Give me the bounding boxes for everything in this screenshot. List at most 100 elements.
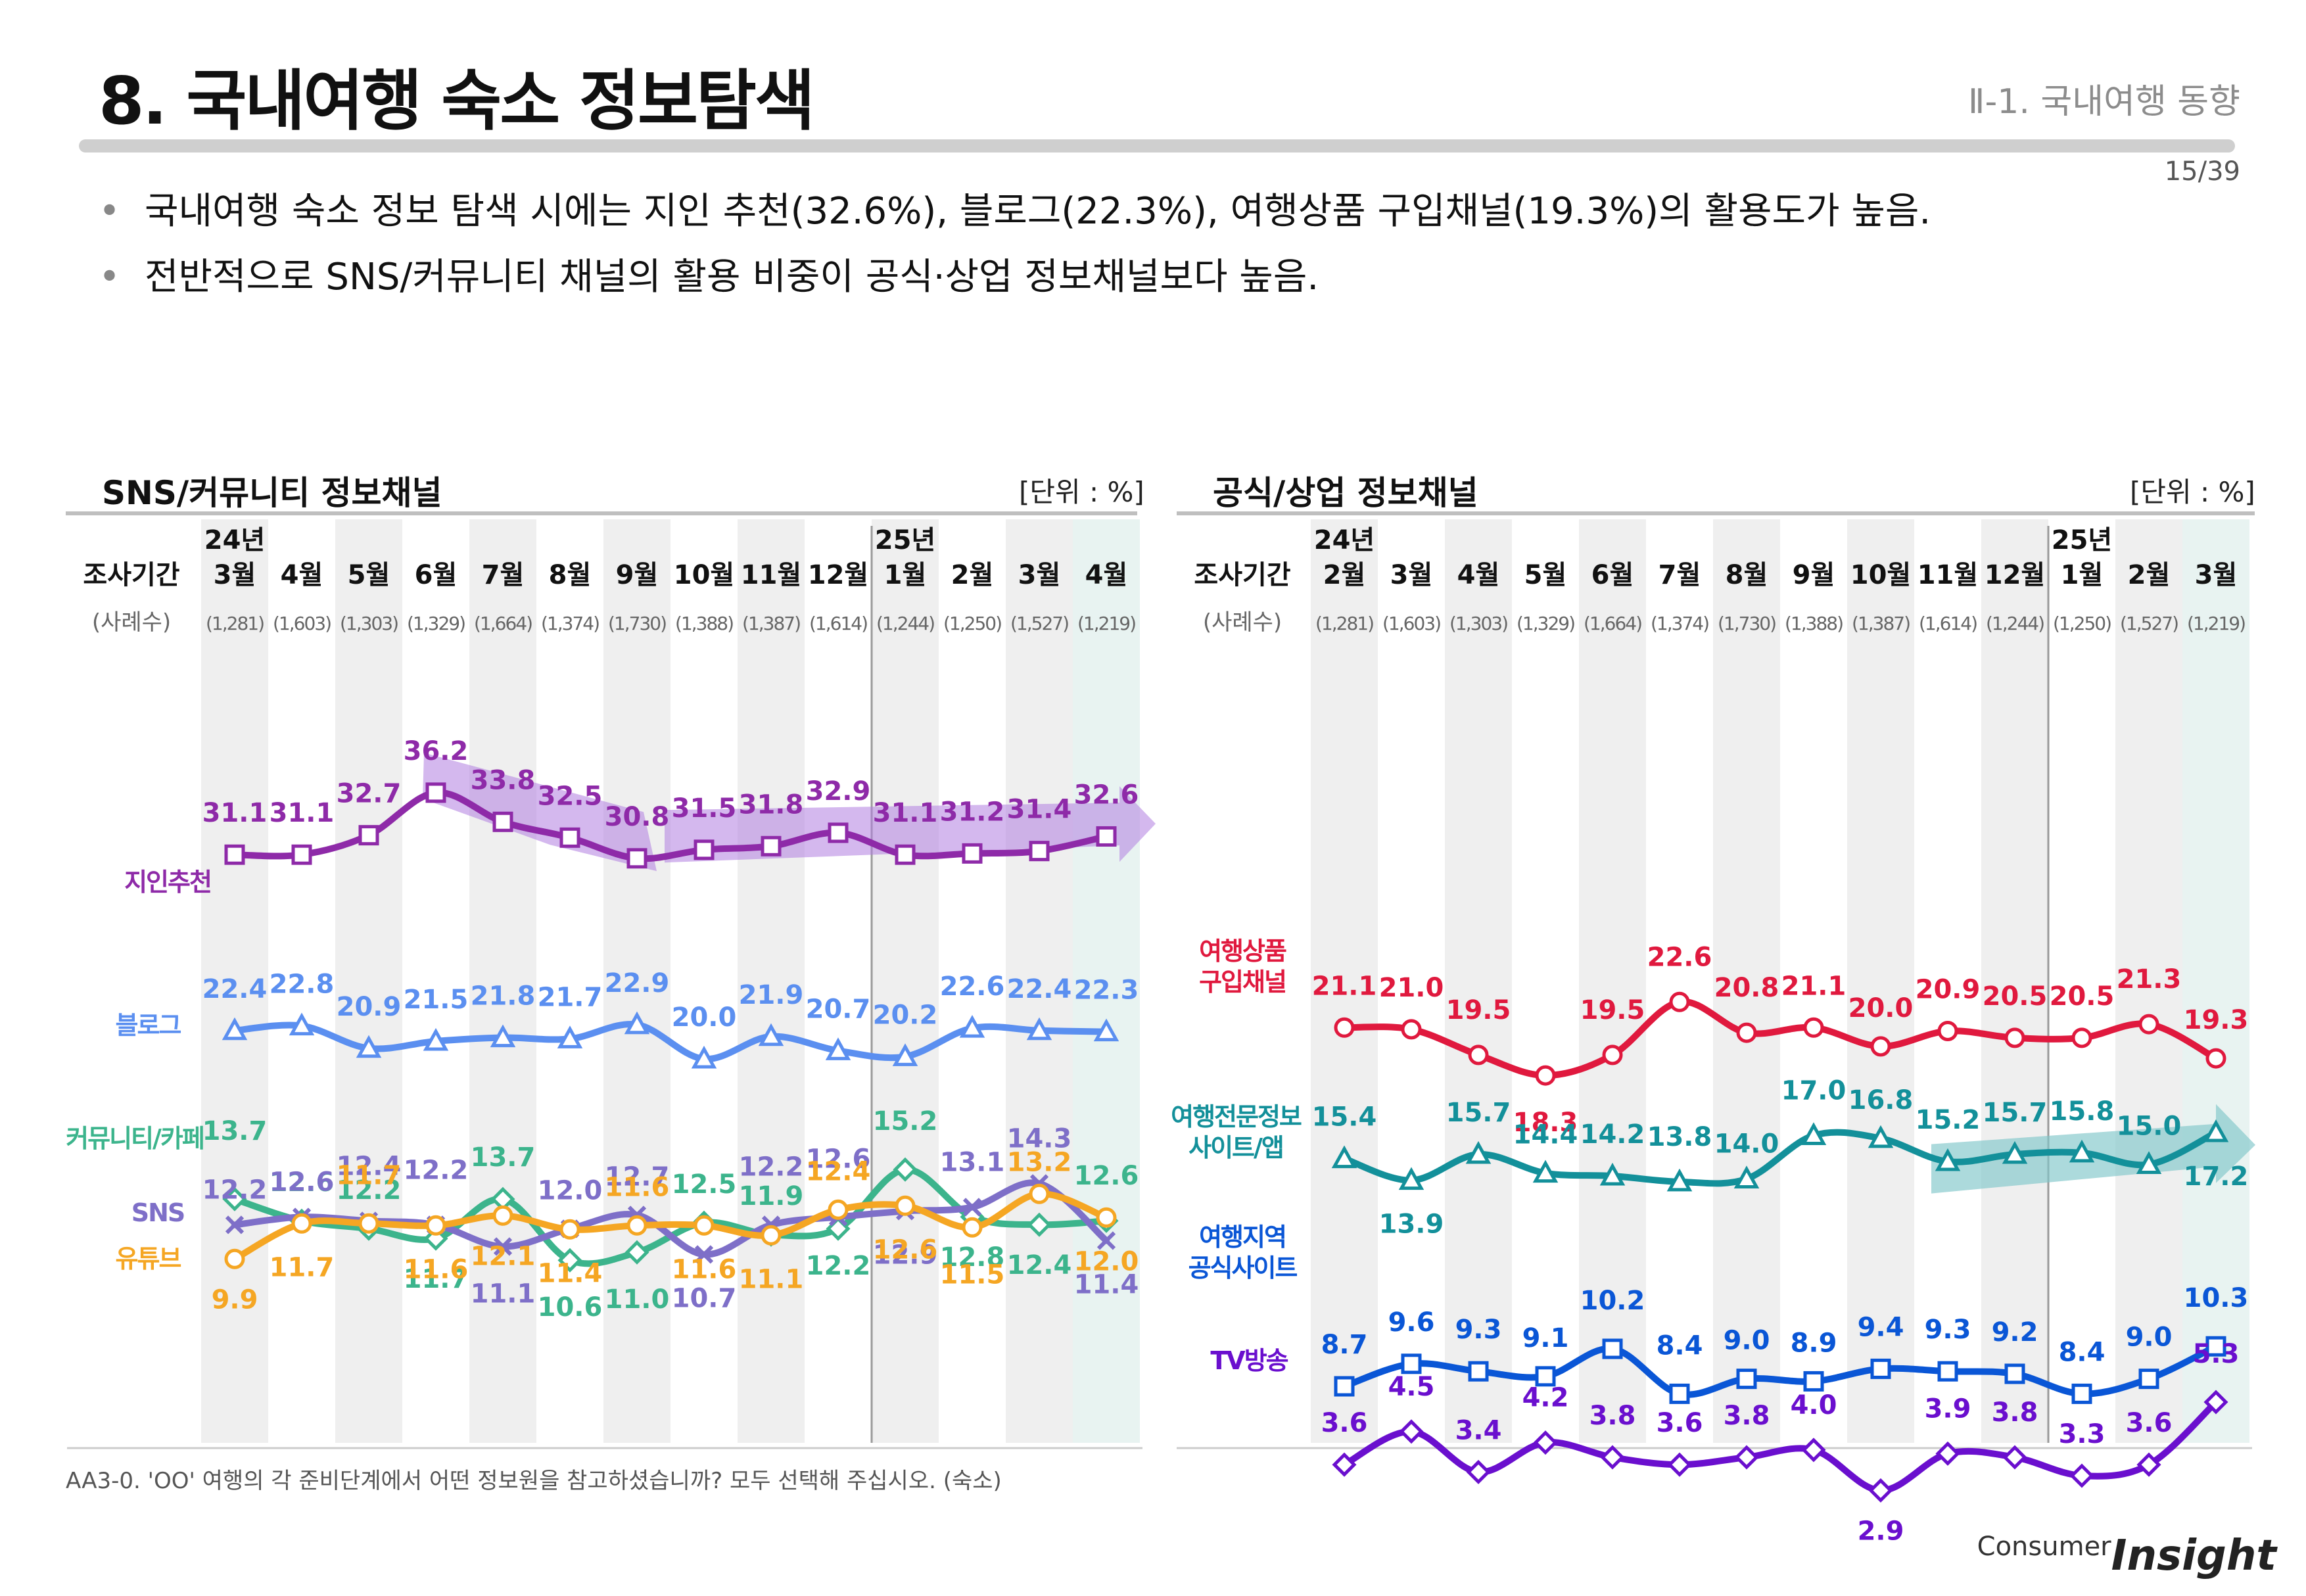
month-tick-label: 3월: [1018, 560, 1061, 590]
data-point-marker: [1667, 1452, 1692, 1477]
column-stripe: [872, 519, 939, 1443]
data-point-marker: [2138, 1369, 2159, 1390]
data-point-marker: [2069, 1463, 2094, 1488]
data-point-marker: [2203, 1119, 2229, 1142]
data-label: 3.6: [2126, 1408, 2173, 1438]
month-tick-label: 9월: [1793, 560, 1835, 590]
month-tick-label: 11월: [1918, 560, 1978, 590]
series-name-label: 지인추천: [124, 868, 211, 897]
right-panel-rule: [1177, 511, 2255, 515]
data-point-marker: [1026, 1017, 1052, 1041]
data-label: 15.7: [1446, 1098, 1511, 1128]
month-tick-label: 1월: [2061, 560, 2104, 590]
series-name-label: 사이트/앱: [1188, 1133, 1283, 1162]
data-label: 17.2: [2184, 1162, 2249, 1192]
data-label: 13.1: [940, 1147, 1005, 1177]
data-point-marker: [895, 1195, 916, 1216]
data-label: 15.2: [873, 1106, 938, 1137]
year-label: 24년: [1314, 525, 1375, 555]
sample-size-label: (1,730): [1718, 613, 1776, 634]
data-label: 31.1: [202, 798, 268, 828]
series-name-label: 블로그: [116, 1011, 181, 1040]
data-label: 3.6: [1321, 1408, 1368, 1438]
sample-size-label: (1,527): [1010, 613, 1068, 634]
data-label: 4.0: [1791, 1390, 1837, 1420]
month-tick-label: 10월: [1850, 560, 1911, 590]
data-label: 9.3: [1925, 1315, 1971, 1345]
data-label: 12.2: [202, 1175, 268, 1205]
data-label: 21.8: [471, 981, 536, 1012]
year-label: 24년: [204, 525, 265, 555]
data-point-marker: [2002, 1445, 2027, 1470]
data-label: 15.7: [1983, 1098, 2048, 1128]
data-point-marker: [2004, 1363, 2025, 1384]
data-label: 12.4: [337, 1151, 402, 1181]
data-point-marker: [1096, 1207, 1117, 1228]
month-tick-label: 12월: [808, 560, 868, 590]
data-label: 3.8: [1724, 1401, 1770, 1431]
column-stripe: [1311, 519, 1378, 1443]
trend-arrow-down: [423, 753, 657, 872]
data-point-marker: [492, 1205, 513, 1226]
data-label: 13.7: [202, 1116, 268, 1146]
data-point-marker: [1868, 1478, 1893, 1503]
month-tick-label: 4월: [1457, 560, 1500, 590]
month-tick-label: 7월: [1659, 560, 1701, 590]
summary-bullets: 국내여행 숙소 정보 탐색 시에는 지인 추천(32.6%), 블로그(22.3…: [99, 179, 1931, 310]
title-divider: [79, 139, 2235, 153]
data-point-marker: [1535, 1065, 1556, 1086]
sample-size-label: (1,614): [1919, 613, 1977, 634]
data-point-marker: [962, 1217, 983, 1238]
data-label: 20.2: [873, 1000, 938, 1030]
data-point-marker: [962, 843, 983, 864]
brand-insight: Insight: [2111, 1532, 2276, 1580]
sample-size-label: (1,250): [2053, 613, 2111, 634]
data-label: 11.6: [404, 1254, 469, 1284]
series-name-label: 여행상품: [1199, 937, 1286, 966]
data-label: 2.9: [1858, 1516, 1904, 1546]
data-label: 13.9: [1379, 1209, 1444, 1240]
data-label: 11.7: [337, 1160, 402, 1190]
data-point-marker: [1801, 1438, 1826, 1463]
month-tick-label: 6월: [415, 560, 458, 590]
data-label: 14.4: [1513, 1120, 1578, 1150]
data-label: 12.4: [806, 1156, 871, 1186]
data-point-marker: [828, 1199, 849, 1220]
data-label: 4.2: [1522, 1383, 1569, 1413]
data-point-marker: [1096, 826, 1117, 847]
data-point-marker: [2004, 1027, 2025, 1048]
data-point-marker: [358, 1213, 379, 1234]
year-label: 25년: [2052, 525, 2112, 555]
data-label: 22.8: [270, 970, 335, 1000]
sample-size-label: (1,387): [1852, 613, 1910, 634]
data-label: 9.1: [1522, 1323, 1569, 1353]
data-label: 11.7: [270, 1252, 335, 1282]
data-label: 11.6: [672, 1254, 737, 1284]
data-point-marker: [1466, 1459, 1491, 1484]
column-stripe: [1713, 519, 1780, 1443]
data-point-marker: [557, 1248, 582, 1273]
data-point-marker: [356, 1035, 382, 1058]
data-label: 3.6: [1657, 1408, 1703, 1438]
data-label: 11.4: [538, 1258, 603, 1288]
data-label: 8.4: [1657, 1330, 1703, 1361]
data-point-marker: [624, 1240, 649, 1265]
sample-size-label: (1,388): [1785, 613, 1843, 634]
data-label: 11.6: [605, 1172, 670, 1202]
data-label: 10.6: [538, 1292, 603, 1323]
data-label: 12.2: [337, 1175, 402, 1206]
year-label: 25년: [875, 525, 935, 555]
data-label: 3.8: [1992, 1397, 2038, 1428]
data-point-marker: [1800, 1122, 1827, 1145]
sample-size-label: (1,374): [541, 613, 599, 634]
data-label: 22.4: [1007, 974, 1072, 1004]
right-panel-unit: [단위 : %]: [2130, 476, 2255, 508]
data-label: 9.2: [1992, 1317, 2038, 1348]
data-label: 9.0: [1724, 1326, 1770, 1356]
data-label: 14.0: [1714, 1129, 1779, 1159]
data-label: 21.5: [404, 985, 469, 1015]
data-label: 21.7: [538, 982, 603, 1012]
data-point-marker: [2071, 1027, 2092, 1048]
data-point-marker: [1935, 1441, 1960, 1466]
data-label: 21.3: [2117, 964, 2182, 995]
